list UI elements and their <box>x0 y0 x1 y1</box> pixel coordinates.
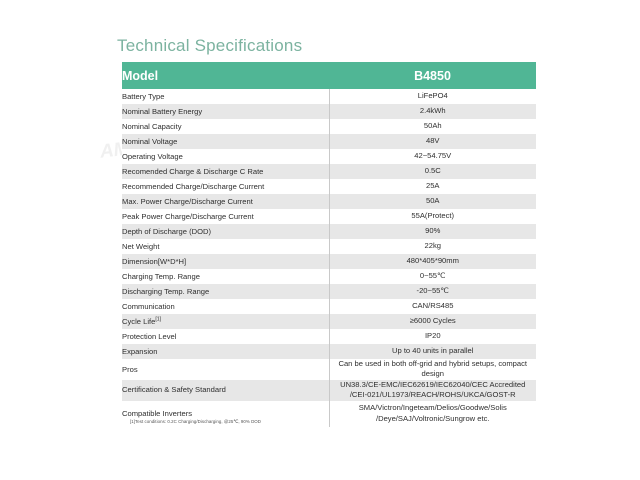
spec-value-line: UN38.3/CE-EMC/IEC62619/IEC62040/CEC Accr… <box>340 379 526 389</box>
table-row: Peak Power Charge/Discharge Current 55A(… <box>122 209 536 224</box>
table-row: Dimension[W*D*H] 480*405*90mm <box>122 254 536 269</box>
table-row: Nominal Voltage 48V <box>122 134 536 149</box>
spec-value: LiFePO4 <box>417 91 448 101</box>
table-row: Communication CAN/RS485 <box>122 299 536 314</box>
table-row: Nominal Capacity 50Ah <box>122 119 536 134</box>
spec-label: Battery Type <box>122 89 330 104</box>
spec-value: UN38.3/CE-EMC/IEC62619/IEC62040/CEC Accr… <box>329 380 536 401</box>
spec-label: Certification & Safety Standard <box>122 379 330 401</box>
spec-label: Protection Level <box>122 329 330 344</box>
spec-label: Nominal Battery Energy <box>122 104 330 119</box>
spec-value: 0~55℃ <box>419 271 446 281</box>
spec-label: Compatible Inverters <box>122 400 330 427</box>
spec-label: Expansion <box>122 344 330 359</box>
spec-value: 25A <box>425 181 440 191</box>
spec-value: 50A <box>425 196 440 206</box>
table-row: Compatible Inverters SMA/Victron/Ingetea… <box>122 400 536 427</box>
table-row: Nominal Battery Energy 2.4kWh <box>122 104 536 119</box>
table-row: Protection Level IP20 <box>122 329 536 344</box>
table-row: Recommended Charge/Discharge Current 25A <box>122 179 536 194</box>
table-row: Max. Power Charge/Discharge Current 50A <box>122 194 536 209</box>
spec-label: Net Weight <box>122 239 330 254</box>
spec-label: Nominal Voltage <box>122 134 330 149</box>
spec-label: Nominal Capacity <box>122 119 330 134</box>
spec-value: 48V <box>425 136 440 146</box>
spec-value: 480*405*90mm <box>406 256 459 266</box>
table-row: Battery Type LiFePO4 <box>122 89 536 104</box>
spec-value: 55A(Protect) <box>411 211 455 221</box>
spec-value: Can be used in both off-grid and hybrid … <box>338 359 528 379</box>
spec-value-line: /Deye/SAJ/Voltronic/Sungrow etc. <box>375 413 490 423</box>
spec-value: 0.5C <box>424 166 441 176</box>
table-row: Pros Can be used in both off-grid and hy… <box>122 359 536 380</box>
table-row: Charging Temp. Range 0~55℃ <box>122 269 536 284</box>
spec-label: Peak Power Charge/Discharge Current <box>122 209 330 224</box>
spec-label: Max. Power Charge/Discharge Current <box>122 194 330 209</box>
spec-value: ≥6000 Cycles <box>409 316 456 326</box>
spec-label-text: Cycle Life <box>122 316 156 326</box>
spec-label: Discharging Temp. Range <box>122 284 330 299</box>
spec-value: -20~55℃ <box>416 286 449 296</box>
spec-value-line: /CEI-021/UL1973/REACH/ROHS/UKCA/GOST-R <box>349 390 516 399</box>
page-title: Technical Specifications <box>117 36 303 55</box>
spec-label: Communication <box>122 299 330 314</box>
spec-value: IP20 <box>424 331 441 341</box>
spec-value: 22kg <box>424 241 441 251</box>
spec-label: Pros <box>122 359 330 380</box>
spec-value-line: SMA/Victron/Ingeteam/Delios/Goodwe/Solis <box>358 403 507 413</box>
spec-value: 2.4kWh <box>419 106 446 116</box>
footnote-marker: [1] <box>155 316 162 323</box>
table-row: Discharging Temp. Range -20~55℃ <box>122 284 536 299</box>
table-row: Certification & Safety Standard UN38.3/C… <box>122 379 536 401</box>
spec-value: 42~54.75V <box>414 151 452 161</box>
spec-label: Dimension[W*D*H] <box>122 254 330 269</box>
spec-label: Depth of Discharge (DOD) <box>122 224 330 239</box>
table-footnote: [1]Test conditions: 0.2C Charging/Discha… <box>130 419 261 424</box>
table-row: Net Weight 22kg <box>122 239 536 254</box>
spec-label: Recommended Charge/Discharge Current <box>122 179 330 194</box>
spec-label: Cycle Life[1] <box>122 314 330 329</box>
spec-label: Recomended Charge & Discharge C Rate <box>122 164 330 179</box>
table-row: Recomended Charge & Discharge C Rate 0.5… <box>122 164 536 179</box>
spec-value: 50Ah <box>423 121 442 131</box>
specifications-table: Model B4850 Battery Type LiFePO4 Nominal… <box>122 62 536 427</box>
table-row: Expansion Up to 40 units in parallel <box>122 344 536 359</box>
table-row: Cycle Life[1] ≥6000 Cycles <box>122 314 536 329</box>
spec-value: SMA/Victron/Ingeteam/Delios/Goodwe/Solis… <box>329 401 536 427</box>
table-header-row: Model B4850 <box>122 62 536 89</box>
spec-value: 90% <box>425 226 441 236</box>
header-model-value: B4850 <box>329 62 536 89</box>
spec-value: Up to 40 units in parallel <box>392 346 474 356</box>
table-row: Operating Voltage 42~54.75V <box>122 149 536 164</box>
spec-label: Operating Voltage <box>122 149 330 164</box>
spec-label: Charging Temp. Range <box>122 269 330 284</box>
table-row: Depth of Discharge (DOD) 90% <box>122 224 536 239</box>
header-model-label: Model <box>122 62 329 89</box>
spec-value: CAN/RS485 <box>412 301 454 311</box>
